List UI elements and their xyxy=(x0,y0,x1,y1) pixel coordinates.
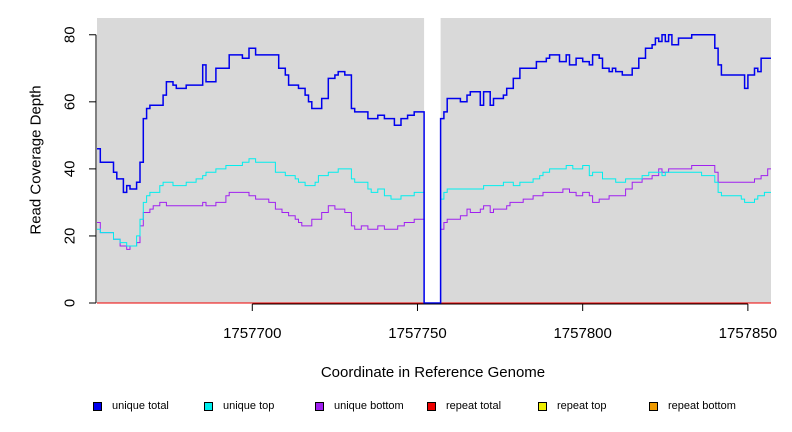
y-tick-label: 0 xyxy=(62,299,79,307)
legend-label: unique top xyxy=(223,400,275,412)
x-tick-label: 1757800 xyxy=(553,325,611,342)
legend-swatch-repeat-total xyxy=(427,401,436,411)
y-tick-label: 80 xyxy=(62,26,79,43)
legend-swatch-repeat-bottom xyxy=(649,401,658,411)
legend-swatch-unique-total xyxy=(93,401,102,411)
y-tick-label: 40 xyxy=(62,161,79,178)
x-tick-label: 1757850 xyxy=(719,325,777,342)
legend-item-repeat-bottom: repeat bottom xyxy=(649,400,736,412)
legend-swatch-unique-bottom xyxy=(315,401,324,411)
x-axis-label: Coordinate in Reference Genome xyxy=(321,364,545,381)
series-line-unique-top xyxy=(97,158,771,304)
chart-legend: unique total unique top unique bottom re… xyxy=(0,400,792,420)
y-axis-label: Read Coverage Depth xyxy=(28,85,45,234)
legend-swatch-unique-top xyxy=(204,401,213,411)
y-tick-label: 20 xyxy=(62,228,79,245)
legend-label: repeat bottom xyxy=(668,400,736,412)
legend-swatch-repeat-top xyxy=(538,401,547,411)
y-tick-label: 60 xyxy=(62,93,79,110)
legend-item-repeat-top: repeat top xyxy=(538,400,607,412)
legend-item-unique-top: unique top xyxy=(204,400,274,412)
legend-label: repeat top xyxy=(557,400,607,412)
series-layer xyxy=(97,34,771,304)
series-line-unique-bottom xyxy=(97,165,771,304)
legend-item-unique-bottom: unique bottom xyxy=(315,400,404,412)
x-axis: 1757700 1757750 1757800 1757850 xyxy=(223,303,777,342)
legend-label: unique bottom xyxy=(334,400,404,412)
legend-item-unique-total: unique total xyxy=(93,400,169,412)
y-axis: 0 20 40 60 80 xyxy=(62,26,97,307)
series-line-unique-total xyxy=(97,34,771,304)
legend-item-repeat-total: repeat total xyxy=(427,400,501,412)
coverage-gap xyxy=(424,18,441,303)
legend-label: unique total xyxy=(112,400,169,412)
x-tick-label: 1757750 xyxy=(388,325,446,342)
x-tick-label: 1757700 xyxy=(223,325,281,342)
legend-label: repeat total xyxy=(446,400,502,412)
